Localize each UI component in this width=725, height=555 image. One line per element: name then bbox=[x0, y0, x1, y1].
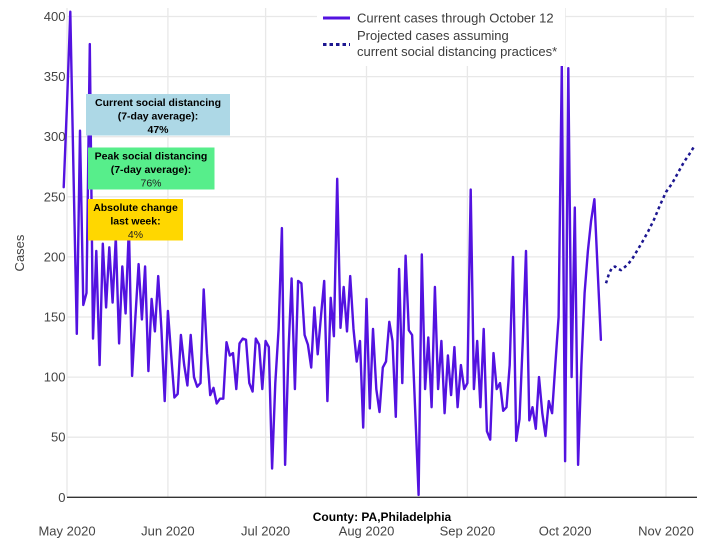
svg-text:Peak social distancing: Peak social distancing bbox=[95, 151, 208, 163]
svg-text:Jun 2020: Jun 2020 bbox=[141, 524, 195, 539]
svg-text:47%: 47% bbox=[147, 124, 169, 136]
svg-text:Projected cases assuming: Projected cases assuming bbox=[357, 28, 509, 43]
svg-text:Cases: Cases bbox=[12, 234, 27, 271]
svg-text:100: 100 bbox=[44, 370, 66, 385]
svg-text:400: 400 bbox=[44, 9, 66, 24]
svg-text:Sep 2020: Sep 2020 bbox=[440, 524, 496, 539]
svg-text:300: 300 bbox=[44, 129, 66, 144]
svg-text:Current social distancing: Current social distancing bbox=[95, 97, 221, 109]
svg-text:250: 250 bbox=[44, 189, 66, 204]
svg-text:50: 50 bbox=[51, 430, 65, 445]
svg-text:(7-day average):: (7-day average): bbox=[118, 111, 199, 123]
svg-text:last week:: last week: bbox=[110, 216, 160, 228]
svg-text:0: 0 bbox=[58, 490, 65, 505]
svg-text:200: 200 bbox=[44, 249, 66, 264]
svg-text:current social distancing prac: current social distancing practices* bbox=[357, 44, 557, 59]
svg-text:May 2020: May 2020 bbox=[38, 524, 95, 539]
svg-text:County: PA,Philadelphia: County: PA,Philadelphia bbox=[313, 510, 452, 524]
svg-text:Current cases through October: Current cases through October 12 bbox=[357, 11, 554, 26]
svg-text:Nov 2020: Nov 2020 bbox=[638, 524, 694, 539]
svg-text:Aug 2020: Aug 2020 bbox=[339, 524, 395, 539]
svg-text:Oct 2020: Oct 2020 bbox=[539, 524, 592, 539]
svg-text:(7-day average):: (7-day average): bbox=[111, 164, 192, 176]
svg-text:4%: 4% bbox=[128, 229, 143, 241]
svg-text:350: 350 bbox=[44, 69, 66, 84]
svg-text:Jul 2020: Jul 2020 bbox=[241, 524, 290, 539]
svg-text:Absolute change: Absolute change bbox=[93, 202, 178, 214]
svg-text:150: 150 bbox=[44, 310, 66, 325]
svg-text:76%: 76% bbox=[140, 178, 161, 190]
